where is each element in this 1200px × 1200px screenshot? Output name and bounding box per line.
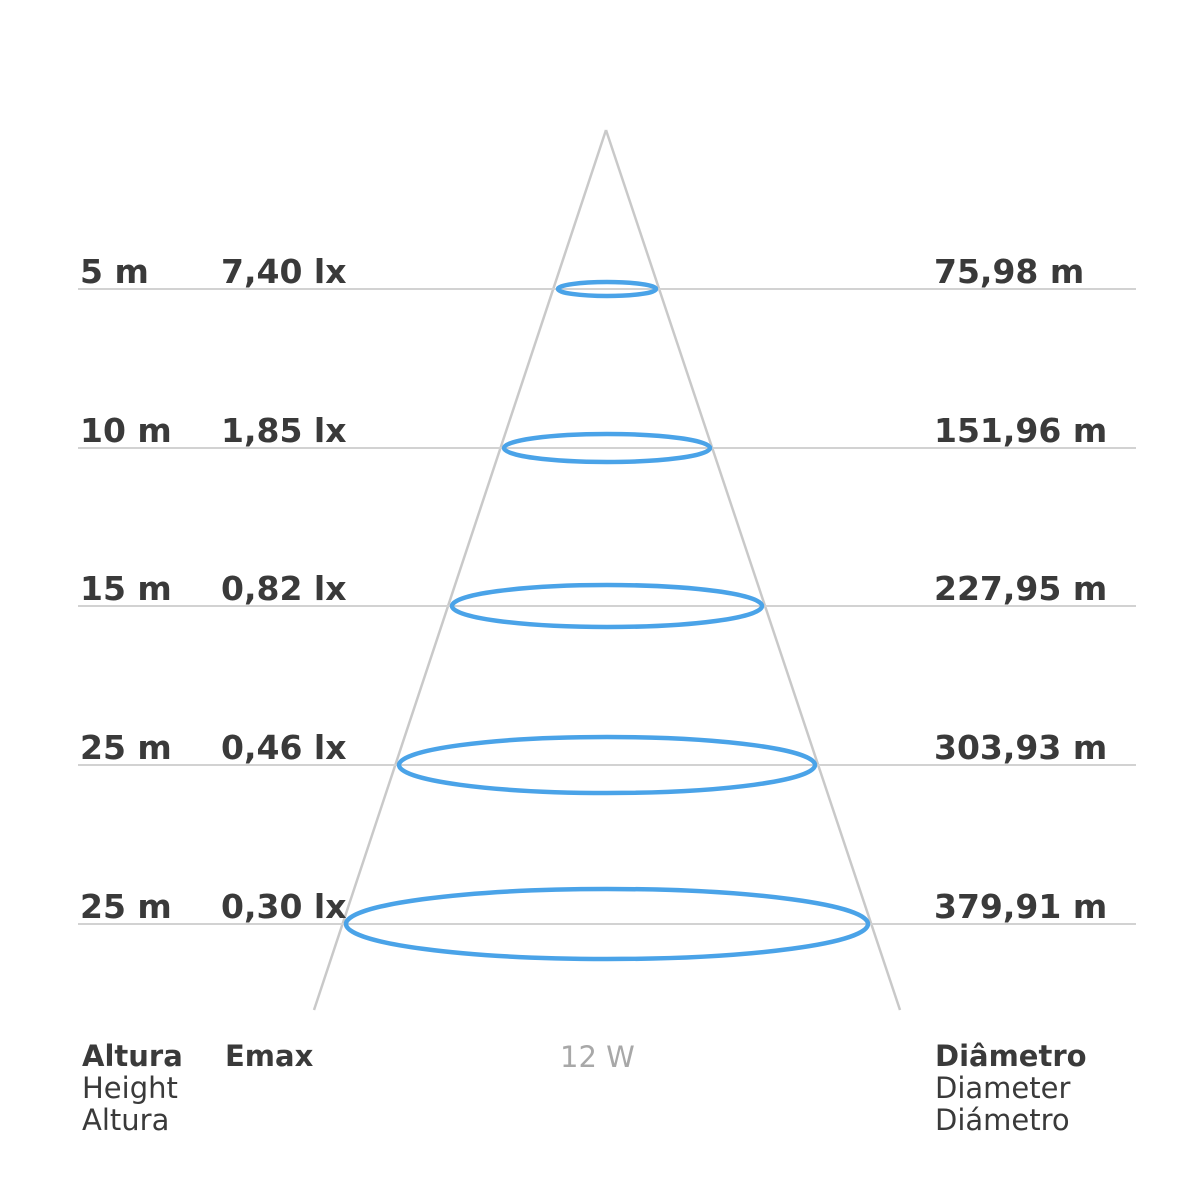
emax-legend: Emax <box>225 1040 313 1072</box>
emax-label: 0,46 lx <box>221 728 347 767</box>
height-label: 10 m <box>80 411 172 450</box>
cone-left-edge <box>312 129 608 1011</box>
diameter-legend-es: Diámetro <box>935 1103 1070 1137</box>
row-3: 15 m 0,82 lx 227,95 m <box>78 569 1136 630</box>
emax-label: 1,85 lx <box>221 411 347 450</box>
diameter-label: 75,98 m <box>934 252 1084 291</box>
height-legend-es: Altura <box>82 1103 170 1137</box>
emax-label: 7,40 lx <box>221 252 347 291</box>
emax-label: 0,82 lx <box>221 569 347 608</box>
emax-label: 0,30 lx <box>221 887 347 926</box>
height-legend-pt: Altura <box>82 1039 183 1073</box>
beam-ellipse <box>449 582 765 630</box>
height-legend: Altura Height Altura <box>82 1040 183 1136</box>
beam-ellipse <box>555 279 659 299</box>
row-5: 25 m 0,30 lx 379,91 m <box>78 886 1136 962</box>
beam-ellipse <box>343 886 871 962</box>
beam-ellipse <box>396 734 818 796</box>
diameter-legend-pt: Diâmetro <box>935 1039 1087 1073</box>
height-legend-en: Height <box>82 1071 178 1105</box>
diameter-label: 227,95 m <box>934 569 1107 608</box>
row-2: 10 m 1,85 lx 151,96 m <box>78 411 1136 465</box>
diameter-label: 379,91 m <box>934 887 1107 926</box>
power-label: 12 W <box>560 1040 635 1074</box>
diameter-legend: Diâmetro Diameter Diámetro <box>935 1040 1087 1136</box>
beam-ellipse <box>501 431 713 465</box>
diameter-label: 151,96 m <box>934 411 1107 450</box>
height-label: 5 m <box>80 252 149 291</box>
height-label: 15 m <box>80 569 172 608</box>
emax-legend-label: Emax <box>225 1039 314 1073</box>
row-4: 25 m 0,46 lx 303,93 m <box>78 728 1136 796</box>
row-1: 5 m 7,40 lx 75,98 m <box>78 252 1136 299</box>
height-label: 25 m <box>80 728 172 767</box>
cone-right-edge <box>604 129 902 1011</box>
diameter-legend-en: Diameter <box>935 1071 1071 1105</box>
diameter-label: 303,93 m <box>934 728 1107 767</box>
height-label: 25 m <box>80 887 172 926</box>
